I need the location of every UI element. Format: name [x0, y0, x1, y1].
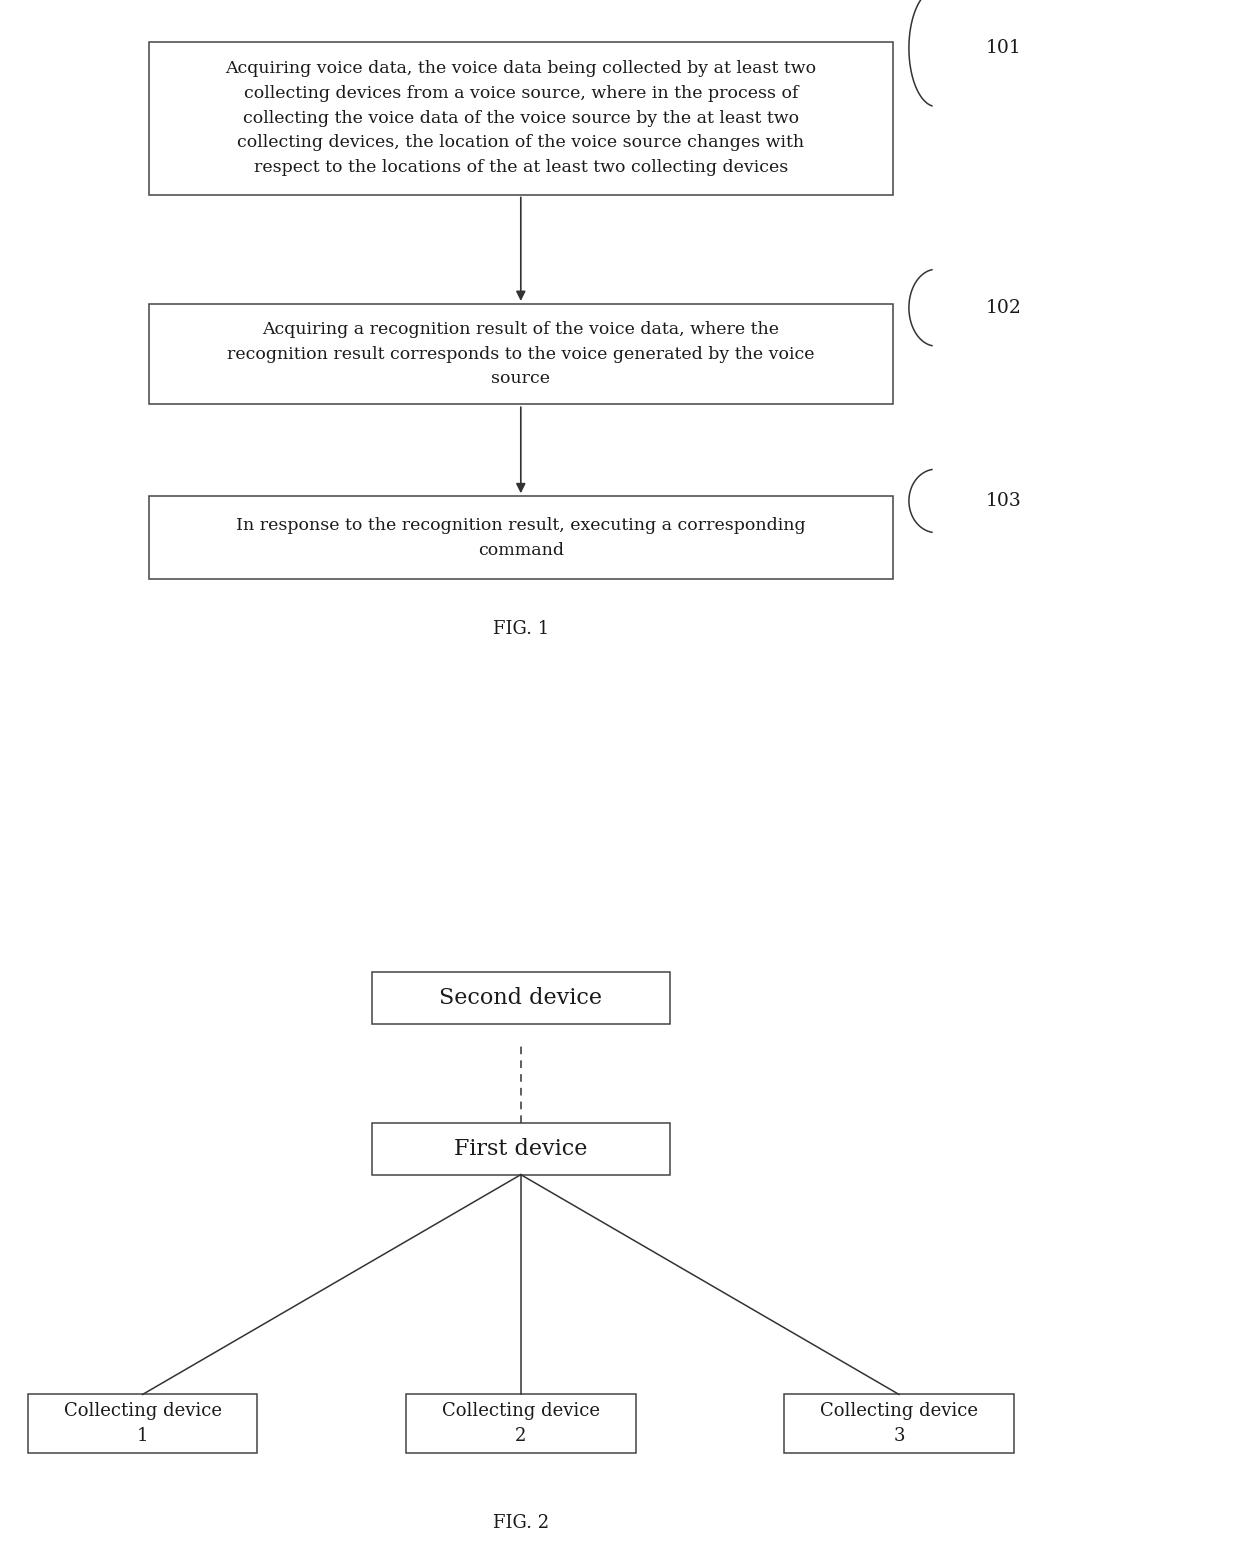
Bar	[149, 304, 893, 404]
Bar	[149, 42, 893, 195]
Bar	[372, 973, 670, 1024]
Bar	[372, 1124, 670, 1174]
Text: 103: 103	[986, 492, 1022, 510]
Text: Collecting device
2: Collecting device 2	[441, 1402, 600, 1445]
Text: Acquiring voice data, the voice data being collected by at least two
collecting : Acquiring voice data, the voice data bei…	[226, 59, 816, 176]
Text: Second device: Second device	[439, 987, 603, 1008]
Bar	[29, 1394, 258, 1453]
Text: In response to the recognition result, executing a corresponding
command: In response to the recognition result, e…	[236, 517, 806, 559]
Text: FIG. 2: FIG. 2	[492, 1514, 549, 1533]
Text: FIG. 1: FIG. 1	[492, 620, 549, 638]
Text: Acquiring a recognition result of the voice data, where the
recognition result c: Acquiring a recognition result of the vo…	[227, 320, 815, 387]
Bar	[149, 496, 893, 579]
Text: First device: First device	[454, 1138, 588, 1160]
Bar	[407, 1394, 635, 1453]
Text: Collecting device
1: Collecting device 1	[63, 1402, 222, 1445]
Bar	[784, 1394, 1013, 1453]
Text: 102: 102	[986, 298, 1022, 317]
Text: 101: 101	[986, 39, 1022, 58]
Text: Collecting device
3: Collecting device 3	[820, 1402, 978, 1445]
